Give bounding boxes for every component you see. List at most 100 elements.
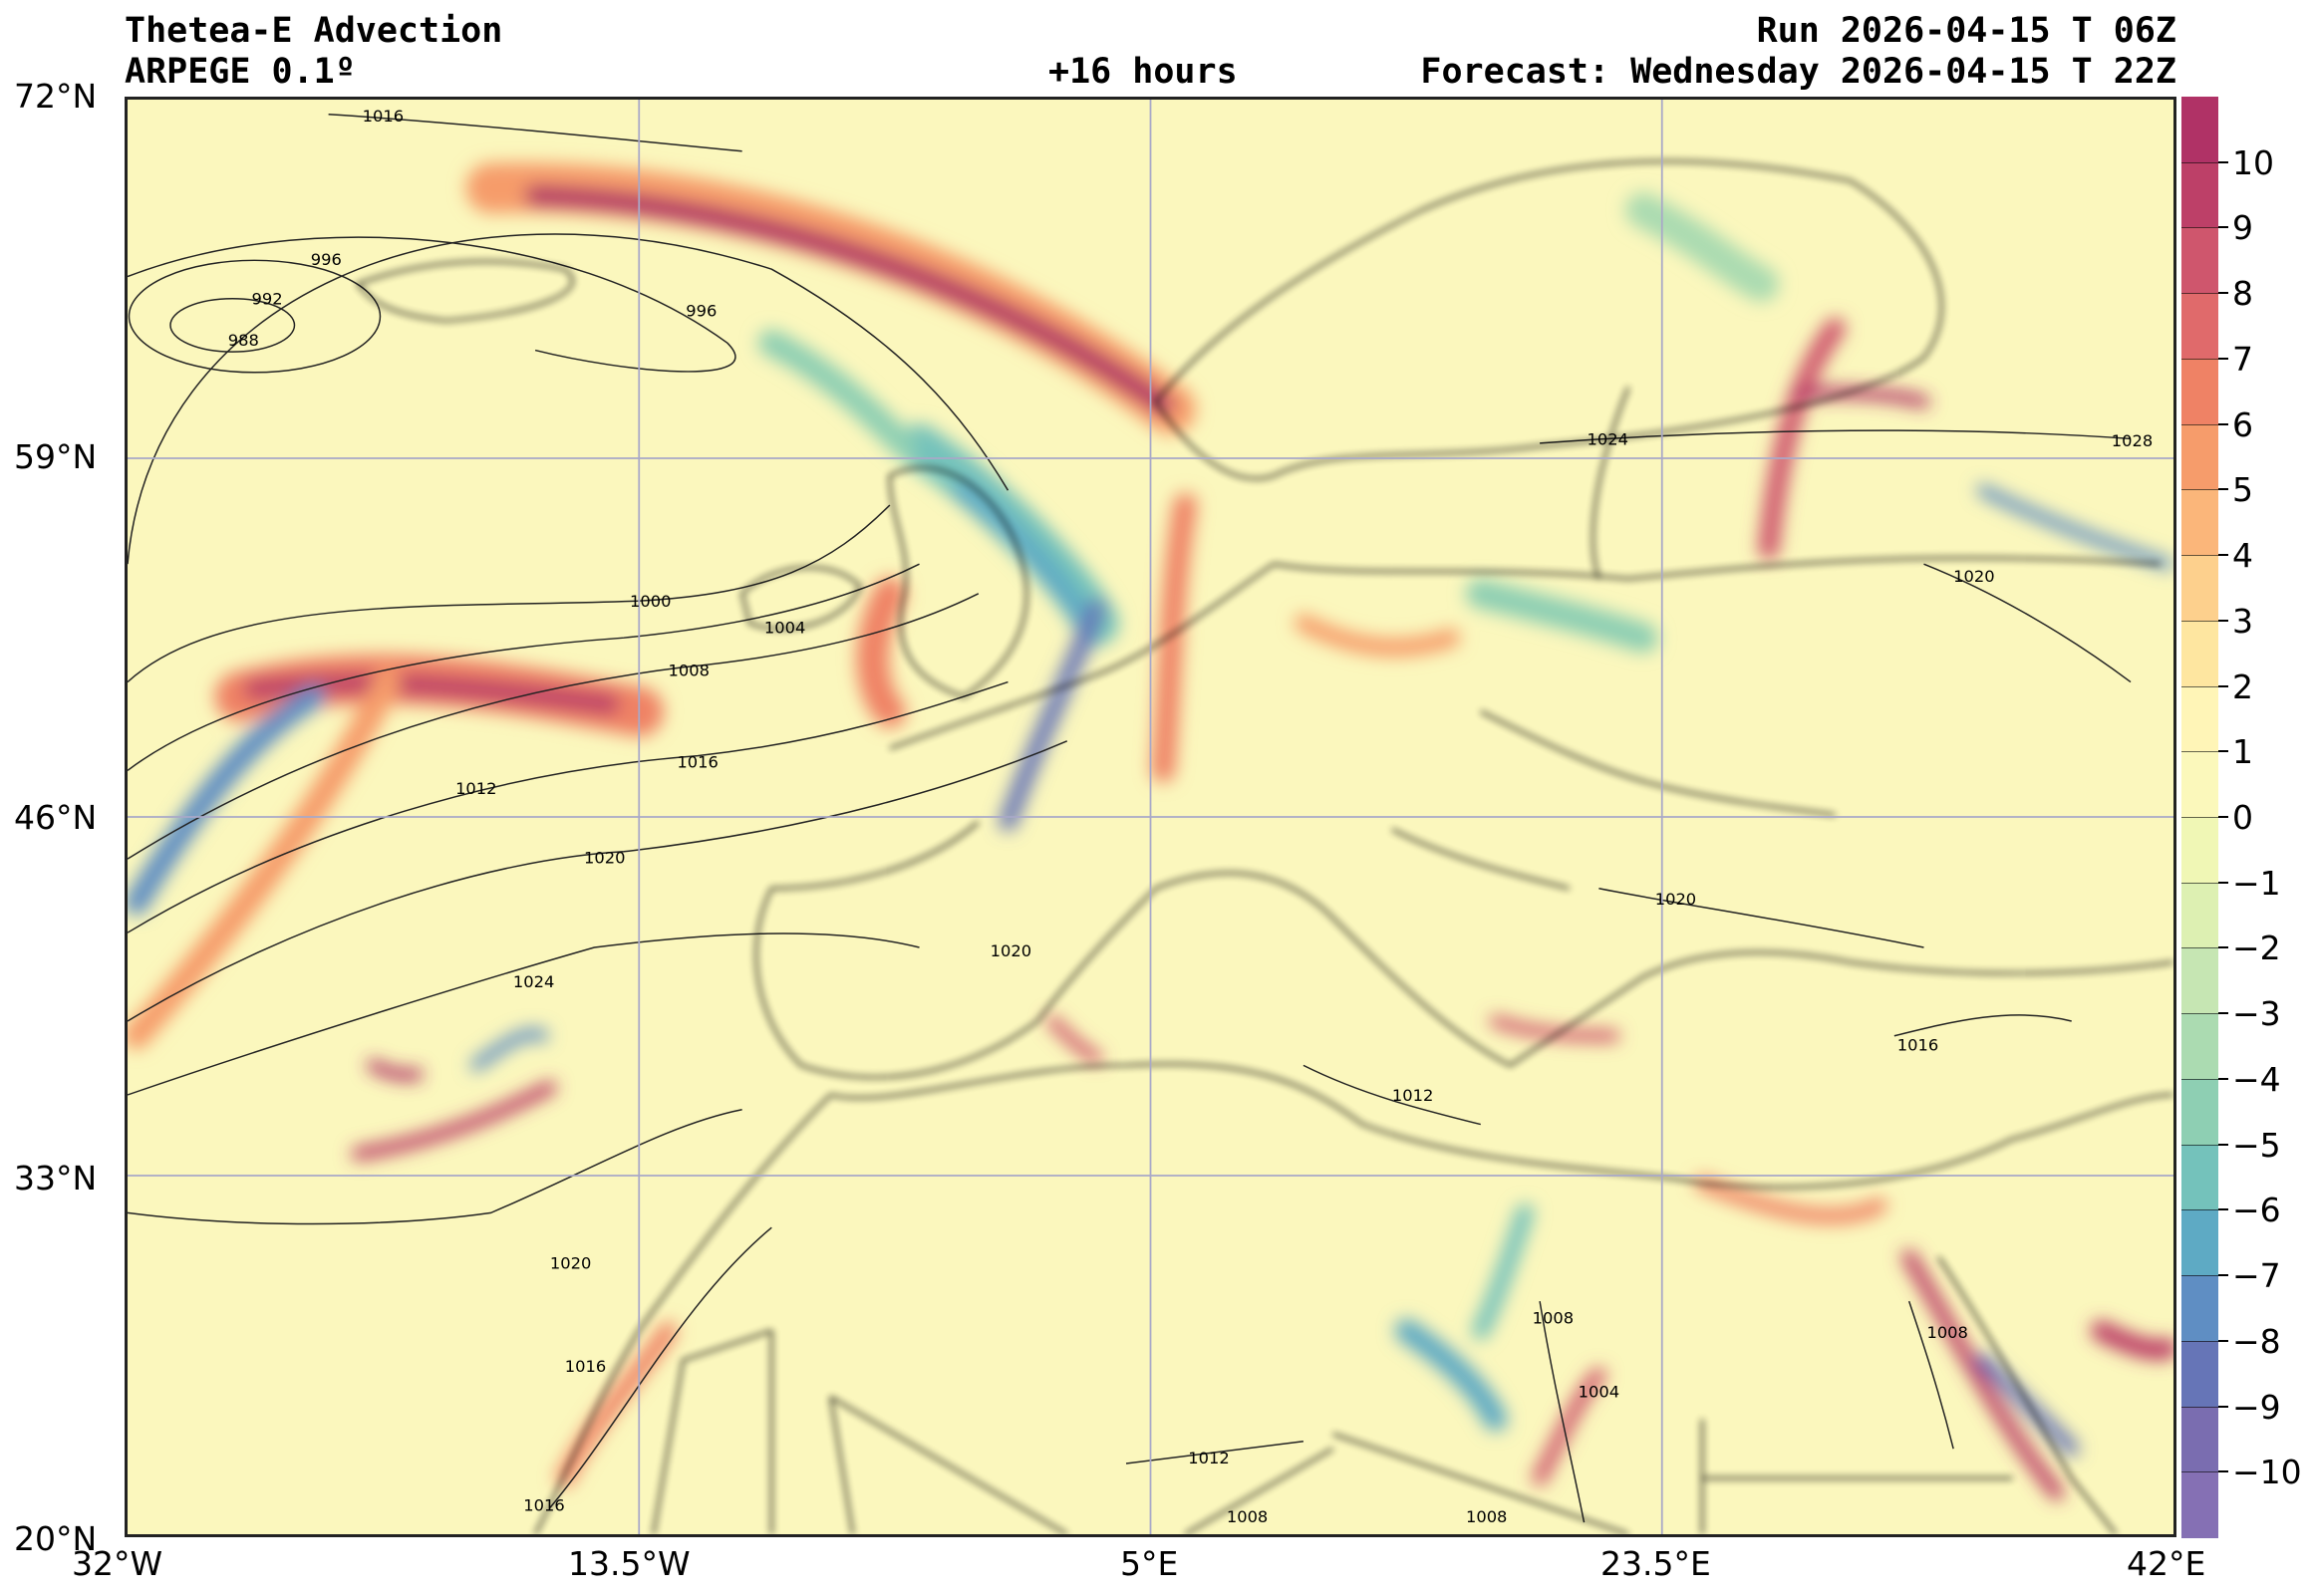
colorbar-segment	[2181, 685, 2218, 752]
isobar-label: 1016	[363, 107, 404, 126]
colorbar-tick-label: −7	[2232, 1256, 2281, 1296]
isobar-label: 1020	[991, 941, 1031, 960]
isobar-label: 1012	[1392, 1086, 1433, 1105]
colorbar-segment	[2181, 227, 2218, 294]
forecast-time-label: Forecast: Wednesday 2026-04-15 T 22Z	[1420, 52, 2176, 92]
isobar-label: 1024	[513, 972, 554, 991]
isobar-label: 992	[252, 290, 283, 309]
colorbar-tick	[2218, 422, 2228, 425]
colorbar-segment	[2181, 1406, 2218, 1472]
lead-time-label: +16 hours	[1048, 52, 1238, 92]
colorbar-segment	[2181, 97, 2218, 163]
colorbar-tick	[2218, 1208, 2228, 1211]
graticule	[128, 100, 2173, 1534]
colorbar-tick	[2218, 1012, 2228, 1015]
colorbar-segment	[2181, 1275, 2218, 1342]
colorbar-tick-label: −6	[2232, 1191, 2281, 1230]
colorbar-segment	[2181, 947, 2218, 1014]
colorbar-tick	[2218, 554, 2228, 557]
colorbar-segment	[2181, 358, 2218, 425]
isobar-label: 1004	[1579, 1382, 1619, 1401]
lon-label-13-5w: 13.5°W	[568, 1544, 691, 1583]
colorbar-tick-label: 9	[2232, 208, 2253, 248]
colorbar-tick-label: 3	[2232, 601, 2253, 641]
isobar-label: 1016	[565, 1357, 606, 1376]
colorbar-tick	[2218, 1339, 2228, 1342]
colorbar-tick-label: 5	[2232, 470, 2253, 510]
colorbar-tick-label: 6	[2232, 404, 2253, 444]
lat-label-59n: 59°N	[14, 437, 98, 476]
lat-label-46n: 46°N	[14, 798, 98, 837]
isobar-label: 1016	[1897, 1036, 1938, 1055]
isobar-label: 1016	[677, 752, 718, 771]
colorbar-segment	[2181, 423, 2218, 490]
colorbar-tick-label: 2	[2232, 666, 2253, 706]
isobar-label: 996	[686, 302, 717, 321]
coastlines-borders	[356, 159, 2173, 1534]
lon-label-42e: 42°E	[2127, 1544, 2206, 1583]
lon-label-23-5e: 23.5°E	[1600, 1544, 1711, 1583]
isobar-label: 1016	[523, 1495, 564, 1514]
lat-label-20n: 20°N	[14, 1519, 98, 1558]
isobar-label: 1020	[550, 1254, 591, 1273]
isobar-label: 1008	[669, 662, 710, 680]
isobar-label: 1024	[1588, 429, 1628, 448]
colorbar-tick	[2218, 1143, 2228, 1146]
colorbar-tick	[2218, 946, 2228, 949]
isobar-labels: 1016 996 992 988 996 1000 1004 1008 1012…	[228, 107, 2153, 1526]
colorbar-tick	[2218, 1470, 2228, 1473]
colorbar-segment	[2181, 1078, 2218, 1146]
colorbar-tick	[2218, 816, 2228, 818]
colorbar-tick	[2218, 160, 2228, 163]
isobar-label: 1020	[1953, 567, 1994, 586]
colorbar-segment	[2181, 1471, 2218, 1538]
lon-label-5e: 5°E	[1120, 1544, 1179, 1583]
lon-label-32w: 32°W	[72, 1544, 163, 1583]
isobar-label: 1008	[1533, 1308, 1574, 1327]
colorbar-segment	[2181, 620, 2218, 687]
isobar-label: 1008	[1926, 1323, 1967, 1342]
isobar-label: 988	[228, 331, 259, 350]
colorbar-tick-label: 4	[2232, 536, 2253, 576]
map-panel[interactable]: 1016 996 992 988 996 1000 1004 1008 1012…	[125, 97, 2176, 1537]
colorbar-tick-label: −8	[2232, 1321, 2281, 1361]
colorbar-tick	[2218, 1077, 2228, 1080]
isobar-label: 1000	[630, 592, 671, 611]
run-label: Run 2026-04-15 T 06Z	[1756, 11, 2176, 51]
colorbar-segment	[2181, 293, 2218, 360]
colorbar-tick-label: −10	[2232, 1453, 2302, 1492]
colorbar-tick-label: 7	[2232, 339, 2253, 379]
colorbar-segment	[2181, 161, 2218, 229]
isobar-label: 1008	[1227, 1507, 1268, 1526]
colorbar-segment	[2181, 1340, 2218, 1408]
colorbar-tick	[2218, 1274, 2228, 1277]
colorbar-tick-label: −2	[2232, 929, 2281, 968]
colorbar-tick	[2218, 488, 2228, 491]
colorbar-segment	[2181, 1013, 2218, 1080]
colorbar-tick	[2218, 292, 2228, 295]
colorbar-segment	[2181, 1209, 2218, 1276]
colorbar-tick	[2218, 684, 2228, 687]
colorbar-tick-label: −5	[2232, 1125, 2281, 1165]
lat-label-33n: 33°N	[14, 1159, 98, 1197]
field-shading	[128, 162, 2173, 1500]
colorbar-tick-label: 8	[2232, 274, 2253, 314]
colorbar-tick	[2218, 750, 2228, 753]
colorbar-tick	[2218, 881, 2228, 884]
colorbar-tick-label: −3	[2232, 994, 2281, 1034]
colorbar-segment	[2181, 751, 2218, 818]
colorbar-tick-label: −1	[2232, 863, 2281, 903]
colorbar-segment	[2181, 555, 2218, 622]
colorbar-segment	[2181, 882, 2218, 949]
isobar-label: 1004	[764, 619, 805, 638]
colorbar-tick-label: 1	[2232, 732, 2253, 772]
colorbar-tick	[2218, 1405, 2228, 1408]
model-label: ARPEGE 0.1º	[125, 52, 356, 92]
colorbar-tick	[2218, 357, 2228, 360]
isobar-label: 1008	[1466, 1507, 1507, 1526]
colorbar-tick-label: 10	[2232, 142, 2274, 182]
isobar-label: 996	[311, 250, 342, 269]
colorbar-tick	[2218, 226, 2228, 229]
advection-field: 1016 996 992 988 996 1000 1004 1008 1012…	[128, 100, 2173, 1534]
colorbar-tick-label: 0	[2232, 798, 2253, 837]
